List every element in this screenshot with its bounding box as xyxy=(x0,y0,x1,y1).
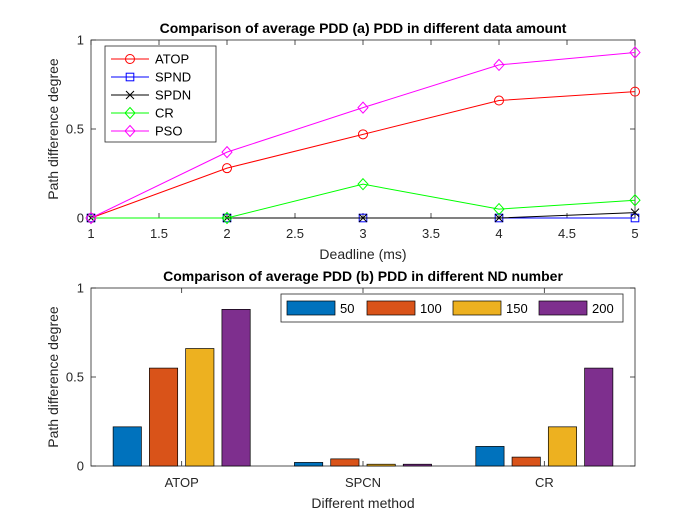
legend-a-label-spnd: SPND xyxy=(155,70,191,85)
legend-b-label-100: 100 xyxy=(420,301,442,316)
legend-a-label-pso: PSO xyxy=(155,124,182,139)
legend-a-marker-spdn xyxy=(125,90,135,100)
legend-b-label-200: 200 xyxy=(592,301,614,316)
series-pso-point xyxy=(357,101,369,114)
legend-b-label-50: 50 xyxy=(340,301,354,316)
bar-cr-150 xyxy=(547,426,577,467)
chart-a-xtick-label: 4 xyxy=(495,226,502,241)
legend-a-label-atop: ATOP xyxy=(155,52,189,67)
legend-b-swatch-150 xyxy=(452,300,502,316)
bar-cr-200 xyxy=(584,367,614,467)
legend-a-label-cr: CR xyxy=(155,106,174,121)
chart-a-ytick-label: 0 xyxy=(77,211,84,226)
chart-a-legend: ATOP SPND SPDN CR PSO xyxy=(104,45,217,143)
bar-group-atop xyxy=(112,309,251,467)
series-pso-point xyxy=(629,46,641,59)
series-spdn-point xyxy=(630,208,640,218)
chart-b-ylabel: Path difference degree xyxy=(45,306,61,448)
series-cr-point xyxy=(357,177,369,191)
chart-b-category-label: ATOP xyxy=(165,475,199,490)
series-cr-point xyxy=(493,202,505,216)
chart-b-legend: 50 100 150 200 xyxy=(280,293,624,323)
series-pso xyxy=(85,46,641,225)
series-spdn-point xyxy=(358,213,368,223)
bar-spcn-200 xyxy=(402,463,432,467)
series-atop-point xyxy=(222,163,232,174)
line-chart-deadline: Comparison of average PDD (a) PDD in dif… xyxy=(45,20,641,262)
bar-cr-50 xyxy=(475,446,505,467)
chart-a-xtick-label: 1 xyxy=(87,226,94,241)
chart-a-xtick-label: 4.5 xyxy=(558,226,576,241)
bar-group-spcn xyxy=(294,458,432,467)
chart-b-xlabel: Different method xyxy=(311,495,414,511)
bar-chart-methods: Comparison of average PDD (b) PDD in dif… xyxy=(45,268,636,511)
legend-b-swatch-100 xyxy=(366,300,416,316)
series-pso-point xyxy=(221,145,233,159)
legend-a-marker-atop xyxy=(125,54,135,64)
bar-group-cr xyxy=(475,367,614,467)
legend-b-label-150: 150 xyxy=(506,301,528,316)
series-pso-point xyxy=(85,211,97,225)
chart-a-ytick-label: 0.5 xyxy=(66,122,84,137)
chart-a-ylabel: Path difference degree xyxy=(45,58,61,200)
series-cr-line xyxy=(91,183,636,219)
chart-b-ytick-label: 0 xyxy=(77,459,84,474)
series-spdn-point xyxy=(494,213,504,223)
chart-b-title: Comparison of average PDD (b) PDD in dif… xyxy=(163,268,563,284)
chart-a-xtick-label: 5 xyxy=(631,226,638,241)
series-pso-point xyxy=(493,58,505,72)
legend-b-swatch-50 xyxy=(286,300,336,316)
series-cr-point xyxy=(629,193,641,207)
bar-atop-200 xyxy=(221,309,251,467)
series-atop-point xyxy=(630,86,640,97)
series-atop-point xyxy=(358,129,368,140)
legend-b-swatch-200 xyxy=(538,300,588,316)
chart-b-ytick-label: 0.5 xyxy=(66,370,84,385)
legend-a-marker-pso xyxy=(124,124,136,138)
chart-a-xtick-label: 2.5 xyxy=(286,226,304,241)
series-atop-line xyxy=(90,91,636,219)
bar-spcn-50 xyxy=(294,462,324,467)
series-atop-point xyxy=(494,95,504,106)
bar-atop-150 xyxy=(185,348,215,467)
chart-a-ytick-label: 1 xyxy=(77,33,84,48)
bar-atop-100 xyxy=(149,367,179,467)
bar-atop-50 xyxy=(112,426,142,467)
chart-a-xtick-label: 3.5 xyxy=(422,226,440,241)
bar-spcn-100 xyxy=(330,458,360,467)
chart-a-xlabel: Deadline (ms) xyxy=(319,246,406,262)
series-cr-point xyxy=(221,211,233,225)
chart-a-xtick-label: 1.5 xyxy=(150,226,168,241)
chart-a-xtick-label: 3 xyxy=(359,226,366,241)
bar-spcn-150 xyxy=(366,463,396,467)
series-pso-line xyxy=(90,51,636,219)
chart-a-xtick-label: 2 xyxy=(223,226,230,241)
chart-b-category-label: CR xyxy=(535,475,554,490)
legend-a-marker-spnd xyxy=(125,72,135,82)
chart-b-ytick-label: 1 xyxy=(77,281,84,296)
chart-a-title: Comparison of average PDD (a) PDD in dif… xyxy=(160,20,567,36)
series-spnd-point xyxy=(630,213,640,223)
bar-cr-100 xyxy=(511,456,541,467)
chart-b-category-label: SPCN xyxy=(345,475,381,490)
legend-a-marker-cr xyxy=(124,106,136,120)
legend-a-label-spdn: SPDN xyxy=(155,88,191,103)
